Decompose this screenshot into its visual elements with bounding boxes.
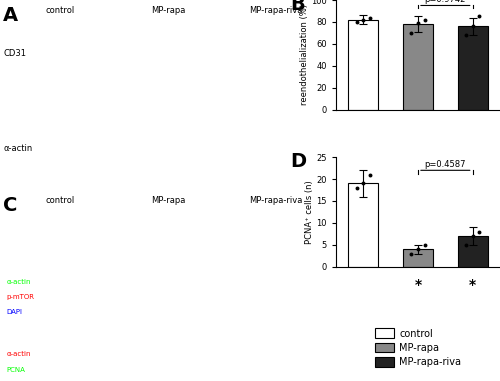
Point xyxy=(420,17,428,23)
Text: D: D xyxy=(290,152,306,171)
Bar xyxy=(348,20,378,109)
Bar xyxy=(403,249,433,267)
Point xyxy=(462,242,470,248)
Point xyxy=(468,233,476,239)
Text: CD31: CD31 xyxy=(4,49,26,58)
Text: MP-rapa-riva: MP-rapa-riva xyxy=(249,6,302,15)
Text: A: A xyxy=(4,6,18,25)
Text: α-actin: α-actin xyxy=(6,351,31,357)
Point xyxy=(353,185,361,191)
Bar xyxy=(348,184,378,267)
Point xyxy=(360,17,368,23)
Text: p-mTOR: p-mTOR xyxy=(6,294,34,300)
Point xyxy=(468,23,476,29)
Point xyxy=(420,242,428,248)
Bar xyxy=(458,236,488,267)
Bar xyxy=(403,24,433,109)
Point xyxy=(408,251,416,257)
Point xyxy=(360,181,368,187)
Text: PCNA: PCNA xyxy=(6,367,26,373)
Text: α-actin: α-actin xyxy=(6,279,31,285)
Point xyxy=(475,229,483,235)
Y-axis label: reendothelialization (%): reendothelialization (%) xyxy=(300,4,308,105)
Text: C: C xyxy=(4,196,18,215)
Text: control: control xyxy=(46,6,75,15)
Text: p=0.9742: p=0.9742 xyxy=(424,0,466,4)
Point xyxy=(353,19,361,25)
Bar xyxy=(458,26,488,109)
Point xyxy=(366,14,374,21)
Point xyxy=(462,32,470,38)
Point xyxy=(414,20,422,26)
Text: MP-rapa: MP-rapa xyxy=(151,6,185,15)
Text: MP-rapa: MP-rapa xyxy=(151,196,185,205)
Text: DAPI: DAPI xyxy=(6,309,22,315)
Text: p=0.4587: p=0.4587 xyxy=(424,160,466,169)
Text: α-actin: α-actin xyxy=(4,144,32,153)
Text: B: B xyxy=(290,0,305,13)
Text: *: * xyxy=(414,278,422,291)
Text: control: control xyxy=(46,196,75,205)
Legend: control, MP-rapa, MP-rapa-riva: control, MP-rapa, MP-rapa-riva xyxy=(375,328,461,367)
Y-axis label: PCNA⁺ cells (n): PCNA⁺ cells (n) xyxy=(305,180,314,244)
Point xyxy=(475,13,483,19)
Text: MP-rapa-riva: MP-rapa-riva xyxy=(249,196,302,205)
Point xyxy=(414,246,422,252)
Point xyxy=(366,171,374,178)
Text: *: * xyxy=(469,278,476,291)
Point xyxy=(408,30,416,36)
